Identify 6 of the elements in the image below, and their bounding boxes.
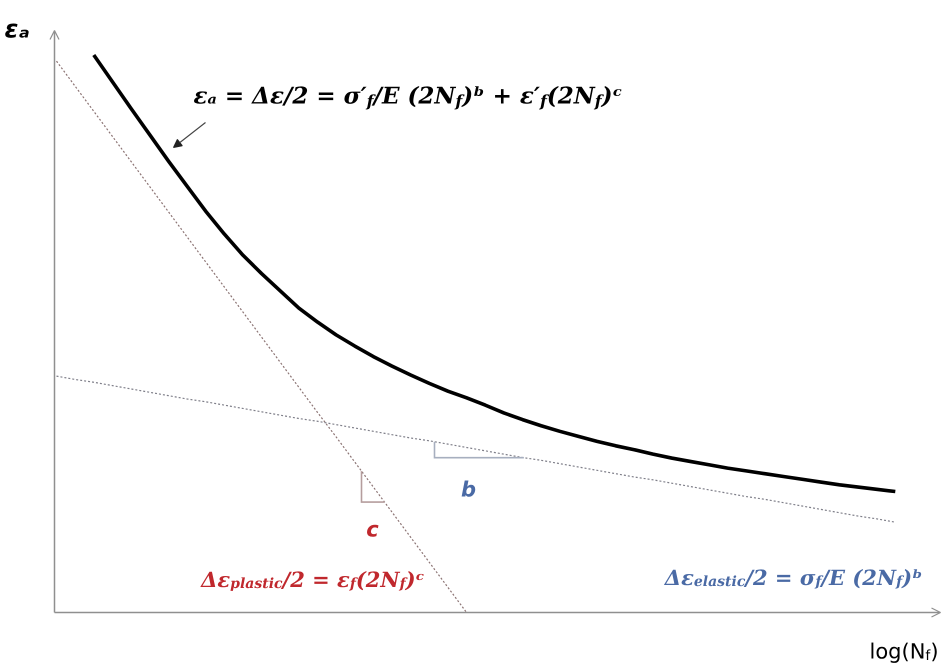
y-axis-title: εₐ	[4, 14, 30, 44]
text: Δεelastic/2 = σf/E (2Nf)ᵇ	[664, 564, 922, 590]
series-label: Δεplastic/2 = εf(2Nf)ᶜ	[200, 566, 425, 592]
x-axis-title: log(Nf)	[870, 639, 939, 663]
annotation: b	[460, 477, 476, 502]
annotation: c	[366, 517, 380, 542]
